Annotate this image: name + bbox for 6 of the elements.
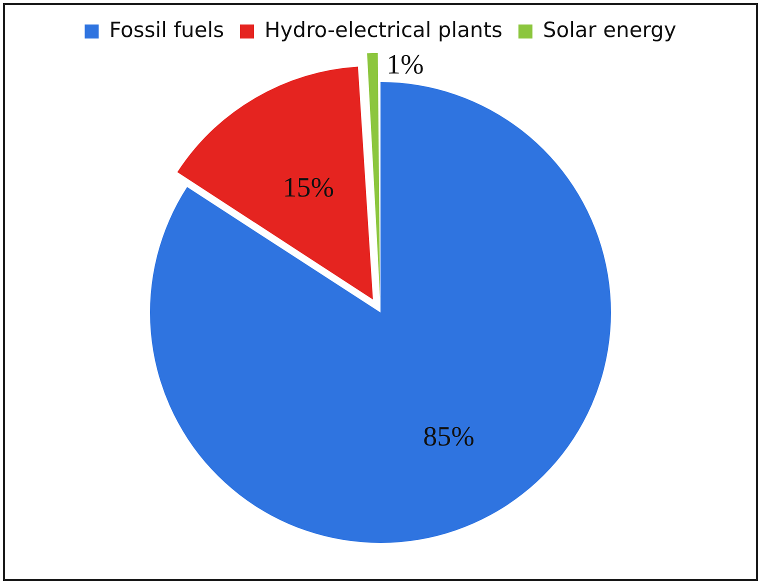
legend-label: Fossil fuels bbox=[109, 18, 224, 42]
legend-label: Solar energy bbox=[542, 18, 676, 42]
data-label: 15% bbox=[282, 172, 334, 204]
data-label: 1% bbox=[386, 49, 424, 80]
legend-label: Hydro-electrical plants bbox=[264, 18, 502, 42]
data-label: 85% bbox=[423, 421, 474, 452]
